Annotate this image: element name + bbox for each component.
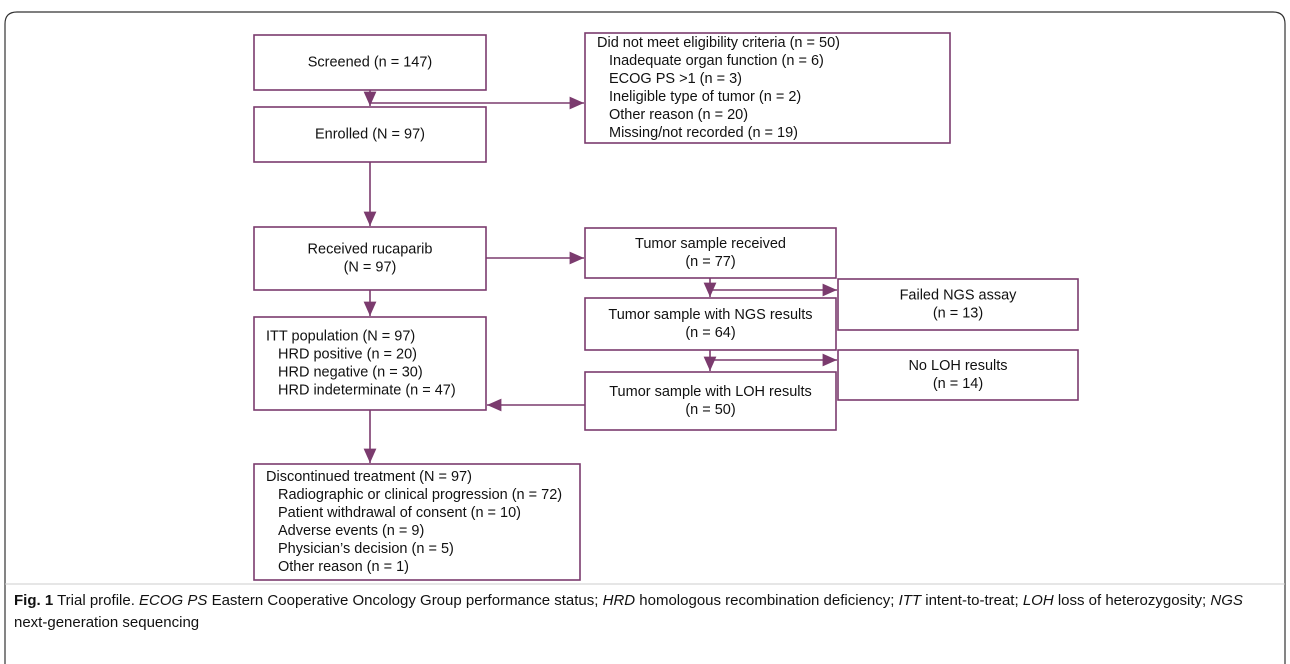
caption-abbr: HRD <box>602 592 636 609</box>
node-text: Adverse events (n = 9) <box>278 523 424 539</box>
node-text: (N = 97) <box>344 259 397 275</box>
node-text: Ineligible type of tumor (n = 2) <box>609 89 801 105</box>
caption-abbr: ECOG PS <box>139 592 208 609</box>
caption-label: Fig. 1 <box>14 592 54 609</box>
node-box <box>253 316 487 411</box>
node-text: (n = 13) <box>933 305 983 321</box>
frame <box>4 11 1286 664</box>
arrows <box>363 90 837 463</box>
node-text: Tumor sample received <box>635 236 786 252</box>
node-box <box>837 349 1079 401</box>
node-box <box>253 226 487 291</box>
node-text: Tumor sample with NGS results <box>608 307 812 323</box>
node-box <box>837 278 1079 331</box>
node-text: Inadequate organ function (n = 6) <box>609 53 824 69</box>
node-text: HRD negative (n = 30) <box>278 364 423 380</box>
node-text: Other reason (n = 20) <box>609 107 748 123</box>
caption-text: Trial profile. <box>53 592 140 609</box>
caption-abbr: ITT <box>898 592 922 609</box>
node-text: Other reason (n = 1) <box>278 559 409 575</box>
node-text: (n = 14) <box>933 376 983 392</box>
caption-def: homologous recombination deficiency; <box>635 592 899 609</box>
caption: Fig. 1 Trial profile. ECOG PS Eastern Co… <box>14 590 1269 634</box>
node-text: Received rucaparib <box>308 241 433 257</box>
node-text: No LOH results <box>908 358 1007 374</box>
node-text: Tumor sample with LOH results <box>609 384 812 400</box>
caption-abbr: LOH <box>1022 592 1054 609</box>
node-text: Enrolled (N = 97) <box>315 126 425 142</box>
node-text: HRD indeterminate (n = 47) <box>278 382 456 398</box>
node-box <box>584 227 837 279</box>
node-box <box>584 371 837 431</box>
node-box <box>253 106 487 163</box>
node-text: Missing/not recorded (n = 19) <box>609 125 798 141</box>
node-text: HRD positive (n = 20) <box>278 346 417 362</box>
node-box <box>253 34 487 91</box>
node-text: Screened (n = 147) <box>308 54 433 70</box>
caption-abbr: NGS <box>1210 592 1243 609</box>
caption-def: next-generation sequencing <box>14 592 1248 631</box>
caption-def: Eastern Cooperative Oncology Group perfo… <box>207 592 603 609</box>
caption-def: loss of heterozygosity; <box>1053 592 1211 609</box>
node-text: ITT population (N = 97) <box>266 328 415 344</box>
node-text: Failed NGS assay <box>900 287 1018 303</box>
node-text: Discontinued treatment (N = 97) <box>266 469 472 485</box>
node-text: Did not meet eligibility criteria (n = 5… <box>597 35 840 51</box>
node-text: Physician’s decision (n = 5) <box>278 541 454 557</box>
node-box <box>253 463 581 581</box>
node-text: Patient withdrawal of consent (n = 10) <box>278 505 521 521</box>
node-text: ECOG PS >1 (n = 3) <box>609 71 742 87</box>
node-text: (n = 50) <box>685 402 735 418</box>
node-box <box>584 297 837 351</box>
node-text: (n = 77) <box>685 254 735 270</box>
node-text: (n = 64) <box>685 325 735 341</box>
node-text: Radiographic or clinical progression (n … <box>278 487 562 503</box>
caption-def: intent-to-treat; <box>921 592 1023 609</box>
node-box <box>584 32 951 144</box>
